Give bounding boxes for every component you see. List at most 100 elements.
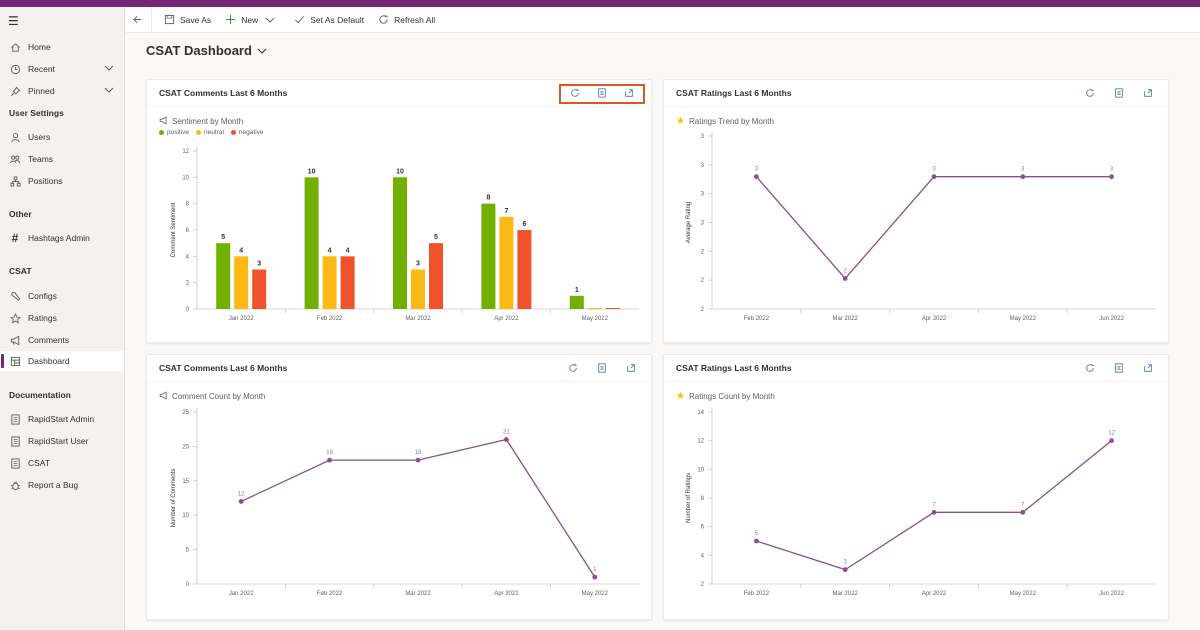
legend-item-negative[interactable]: negative [230, 129, 264, 136]
bar-data-label: 3 [416, 261, 420, 268]
nav-pinned[interactable]: Pinned [0, 81, 124, 101]
dashboard-icon [9, 355, 21, 367]
nav-csat-doc[interactable]: CSAT [0, 453, 124, 473]
nav-comments[interactable]: Comments [0, 330, 124, 350]
y-tick-label: 20 [182, 444, 189, 450]
nav-rapidstart-user[interactable]: RapidStart User [0, 431, 124, 451]
point-data-label: 3 [1110, 167, 1114, 173]
bar-positive [216, 243, 231, 309]
y-tick-label: 10 [182, 513, 189, 519]
user-icon [9, 131, 21, 143]
legend-item-neutral[interactable]: neutral [196, 129, 224, 136]
nav-recent[interactable]: Recent [0, 59, 124, 79]
expand-chart-icon[interactable] [624, 85, 634, 103]
y-tick-label: 3 [701, 192, 705, 198]
bar-positive [481, 203, 496, 309]
bar-data-label: 8 [486, 195, 490, 202]
nav-users-label: Users [28, 132, 51, 142]
legend-label: positive [167, 129, 190, 136]
data-point [1109, 438, 1114, 444]
card-ratings-count: CSAT Ratings Last 6 Months Ratings Count… [663, 354, 1169, 620]
nav-positions[interactable]: Positions [0, 171, 124, 191]
nav-configs-label: Configs [28, 291, 57, 301]
point-data-label: 3 [755, 167, 759, 173]
refresh-icon[interactable] [568, 360, 578, 378]
legend-item-positive[interactable]: positive [159, 129, 189, 136]
app-top-bar [0, 0, 1200, 7]
view-records-icon[interactable] [1114, 360, 1124, 378]
plus-icon [226, 14, 236, 25]
x-tick-label: May 2022 [1010, 591, 1037, 597]
chart-legend: positive neutral negative [159, 129, 271, 136]
point-data-label: 3 [844, 560, 848, 566]
view-records-icon[interactable] [597, 85, 607, 103]
data-point [238, 499, 244, 504]
bar-positive [569, 295, 584, 309]
view-records-icon[interactable] [597, 360, 607, 378]
expand-chart-icon[interactable] [1143, 360, 1153, 378]
view-records-icon[interactable] [1114, 85, 1124, 103]
y-tick-label: 12 [697, 439, 704, 445]
refresh-icon[interactable] [1085, 85, 1095, 103]
chevron-down-icon[interactable] [257, 46, 267, 56]
card-title: CSAT Ratings Last 6 Months [676, 363, 792, 373]
nav-positions-label: Positions [28, 176, 63, 186]
card-title: CSAT Ratings Last 6 Months [676, 88, 792, 98]
refresh-icon[interactable] [1085, 360, 1095, 378]
ratings-trend-line-chart: 2 2 2 3 3 3 3 Feb 2022 Mar 2022 Apr 2022 May 2022 J… [686, 132, 1156, 322]
nav-teams-label: Teams [28, 154, 54, 164]
bar-data-label: 7 [504, 208, 508, 215]
x-tick-label: Apr 2022 [494, 316, 519, 322]
expand-chart-icon[interactable] [1143, 85, 1153, 103]
nav-rapidstart-admin[interactable]: RapidStart Admin [0, 409, 124, 429]
command-bar: Save As New Set As Default Refresh All [126, 6, 1200, 33]
refresh-icon[interactable] [570, 85, 580, 103]
bar-neutral [322, 256, 337, 309]
save-as-button[interactable]: Save As [164, 14, 211, 25]
document-icon [9, 457, 21, 469]
nav-ratings[interactable]: Ratings [0, 308, 124, 328]
nav-report-bug[interactable]: Report a Bug [0, 475, 124, 495]
y-tick-label: 10 [697, 467, 704, 473]
card-divider [664, 381, 1168, 382]
back-arrow-icon[interactable] [132, 6, 152, 33]
y-tick-label: 3 [701, 221, 705, 227]
clock-icon [9, 63, 21, 75]
refresh-all-button[interactable]: Refresh All [378, 14, 435, 25]
page-title[interactable]: CSAT Dashboard [146, 43, 267, 58]
legend-label: negative [238, 129, 264, 136]
nav-dashboard[interactable]: Dashboard [0, 351, 124, 371]
expand-chart-icon[interactable] [626, 360, 636, 378]
card-title: CSAT Comments Last 6 Months [159, 363, 288, 373]
nav-pinned-label: Pinned [28, 86, 55, 96]
point-data-label: 18 [415, 450, 422, 456]
x-tick-label: Feb 2022 [317, 591, 343, 597]
nav-home-label: Home [28, 42, 51, 52]
y-tick-label: 5 [186, 548, 190, 554]
x-tick-label: May 2022 [582, 591, 609, 597]
nav-teams[interactable]: Teams [0, 149, 124, 169]
card-toolbar-highlighted [559, 84, 645, 104]
bar-data-label: 6 [522, 221, 526, 228]
chevron-down-icon[interactable] [265, 15, 275, 25]
nav-section-user-settings: User Settings [9, 108, 64, 118]
nav-section-documentation: Documentation [9, 390, 71, 400]
nav-home[interactable]: Home [0, 37, 124, 57]
data-point [842, 567, 848, 573]
y-tick-label: 3 [701, 134, 705, 140]
chevron-down-icon[interactable] [104, 63, 114, 75]
new-button[interactable]: New [225, 14, 280, 25]
nav-configs[interactable]: Configs [0, 286, 124, 306]
data-point [1020, 509, 1026, 515]
y-tick-label: 3 [701, 163, 705, 169]
chevron-down-icon[interactable] [104, 85, 114, 97]
card-toolbar [1076, 84, 1162, 104]
x-tick-label: Jan 2022 [229, 591, 254, 597]
bar-data-label: 3 [257, 261, 261, 268]
set-as-default-button[interactable]: Set As Default [294, 14, 364, 25]
bar-neutral [234, 256, 249, 309]
nav-hashtags-admin[interactable]: # Hashtags Admin [0, 228, 124, 248]
nav-users[interactable]: Users [0, 127, 124, 147]
hamburger-menu-icon[interactable]: ☰ [8, 14, 19, 28]
y-tick-label: 14 [697, 410, 704, 416]
